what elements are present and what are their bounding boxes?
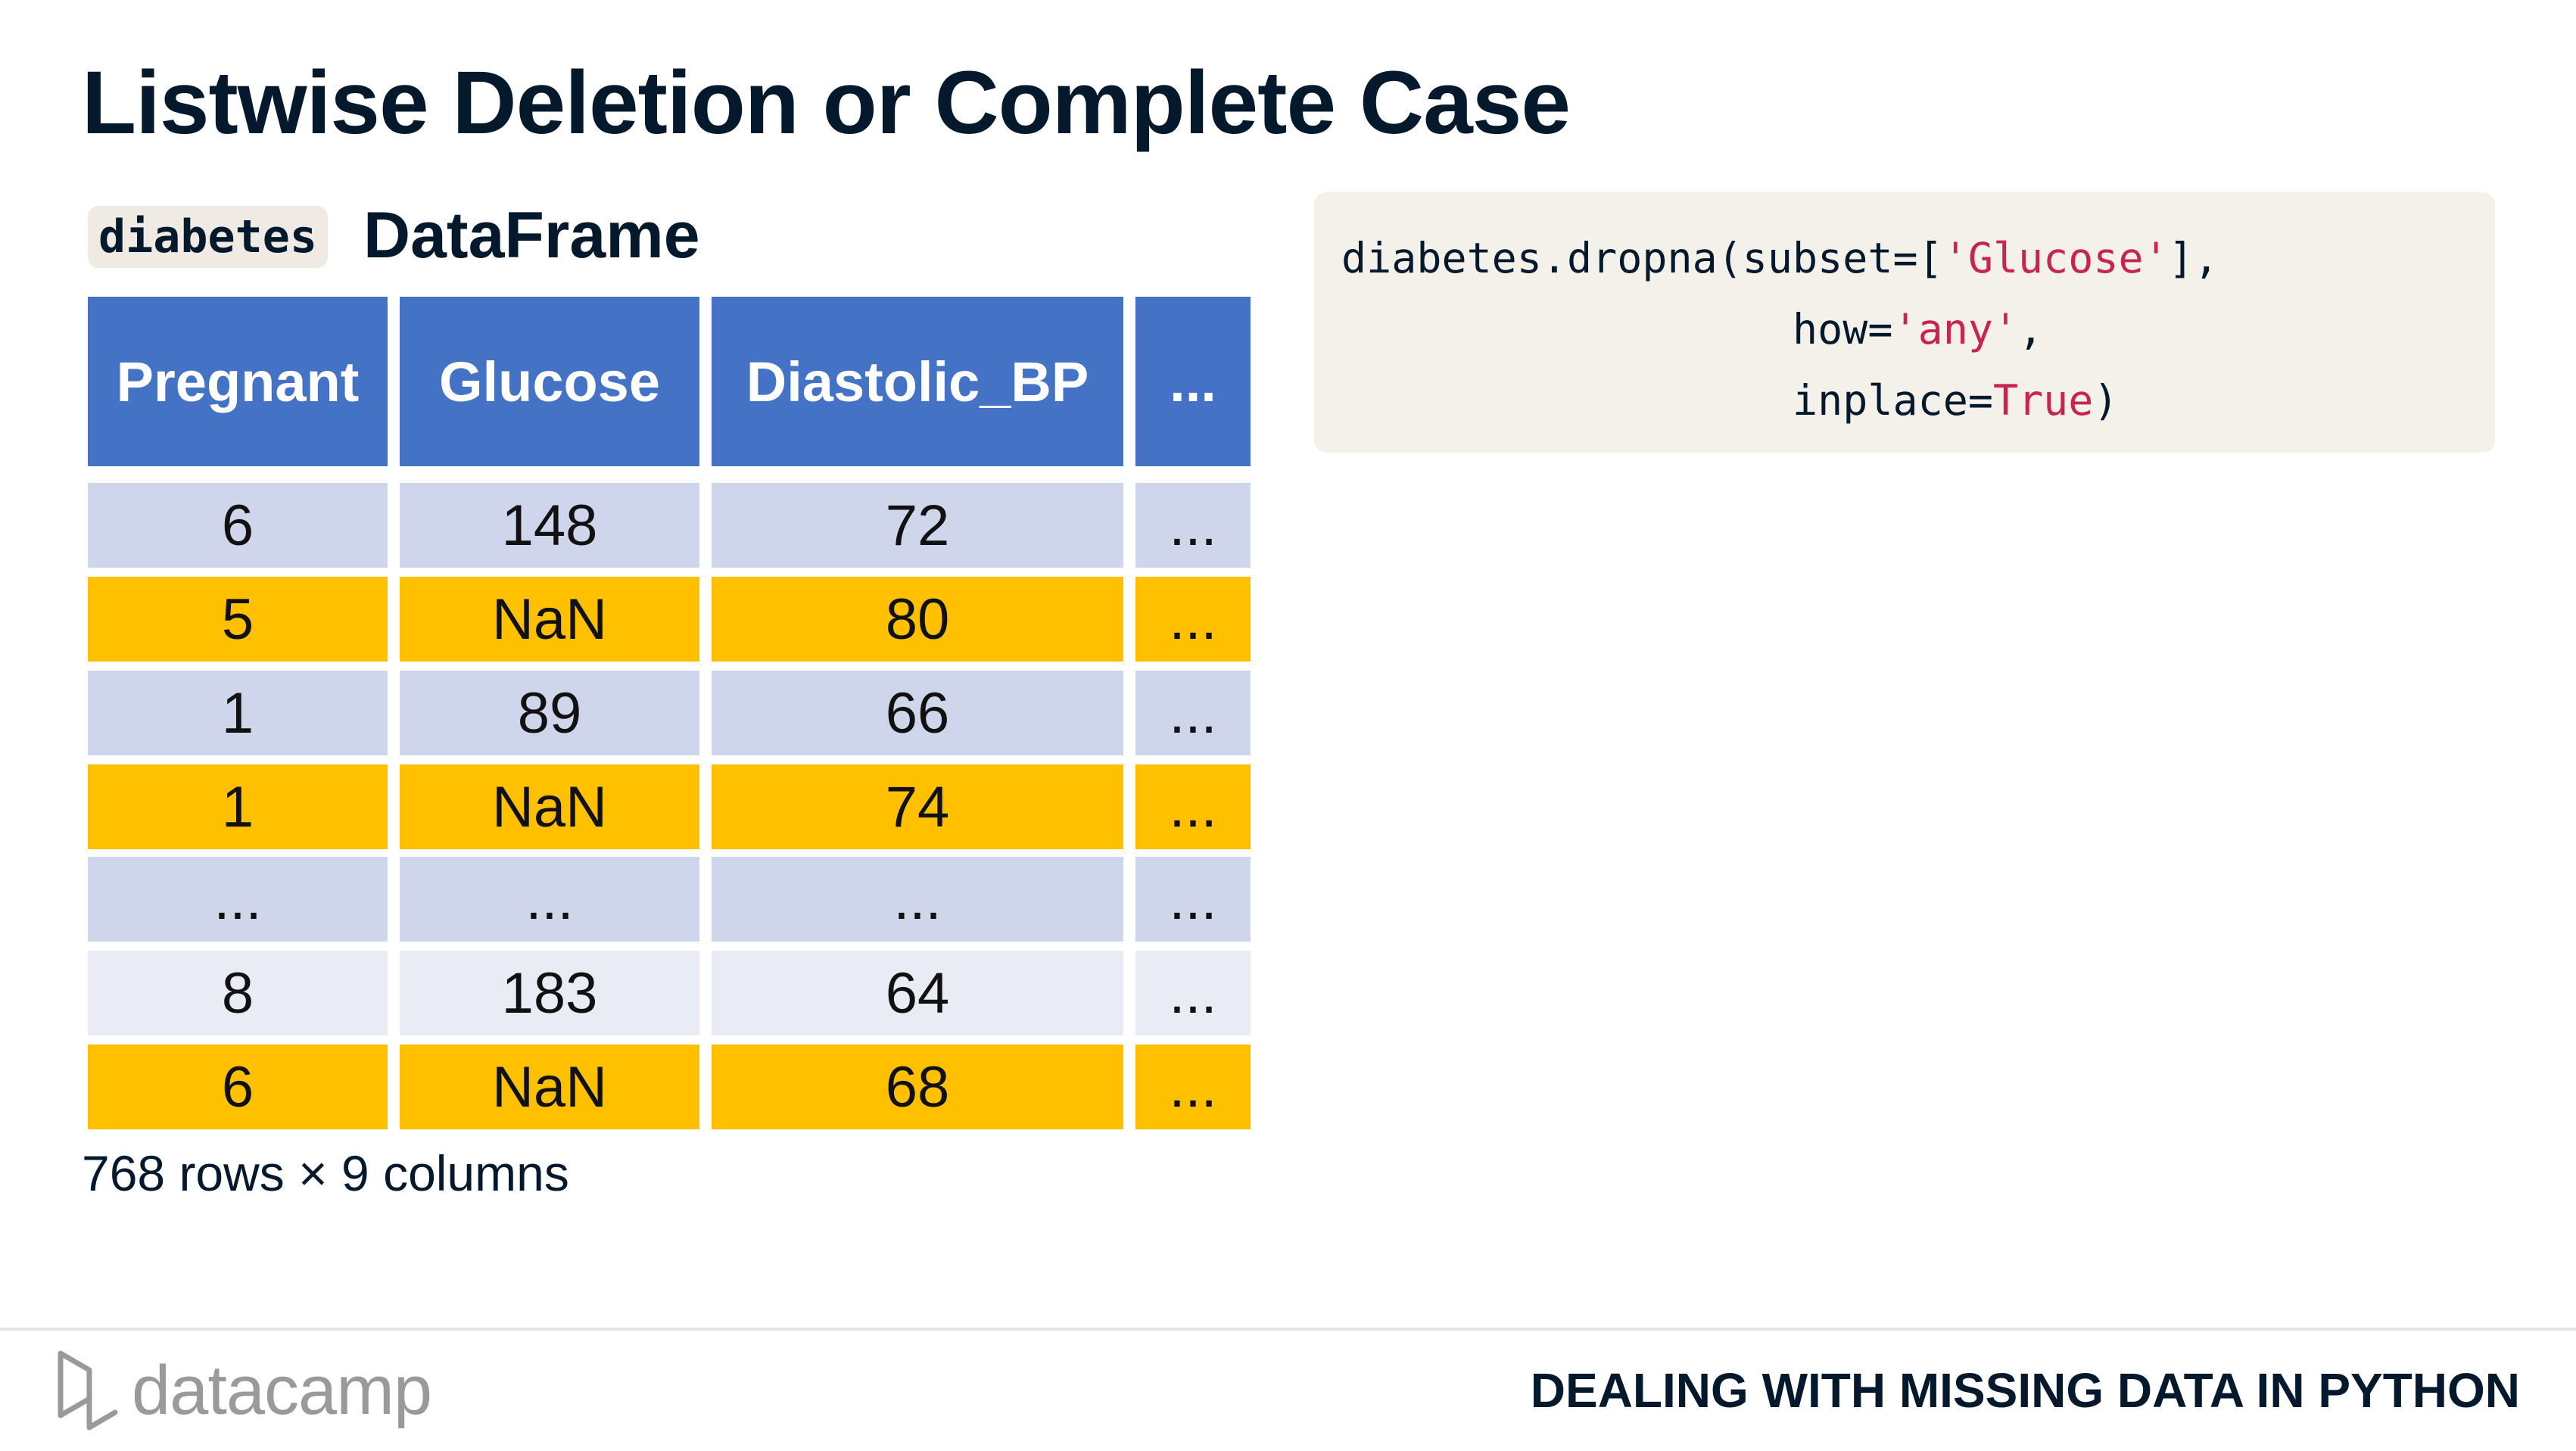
table-cell: 183 [400,951,699,1035]
table-cell: ... [1135,577,1251,662]
table-cell: NaN [400,1045,699,1129]
table-cell: 64 [712,951,1123,1035]
code-line-3: inplace=True) [1793,376,2119,425]
table-cell: ... [1135,857,1251,942]
table-cell: 1 [88,671,388,755]
table-cell: 72 [712,483,1123,568]
table-cell: ... [1135,483,1251,568]
table-cell: NaN [400,764,699,849]
datacamp-logo: datacamp [55,1349,432,1432]
table-cell: 80 [712,577,1123,662]
table-cell: ... [88,857,388,942]
table-shape-caption: 768 rows × 9 columns [82,1145,569,1201]
slide-title: Listwise Deletion or Complete Case [82,53,1571,153]
table-cell: 1 [88,764,388,849]
table-cell: 66 [712,671,1123,755]
table-cell: ... [1135,764,1251,849]
table-cell: ... [712,857,1123,942]
column-header: Pregnant [88,297,388,466]
table-cell: 68 [712,1045,1123,1129]
code-line-2: how='any', [1793,305,2044,353]
table-cell: ... [1135,951,1251,1035]
table-cell: ... [400,857,699,942]
table-cell: 89 [400,671,699,755]
column-header: Glucose [400,297,699,466]
dataframe-label: DataFrame [363,199,700,272]
table-cell: 8 [88,951,388,1035]
column-header: ... [1135,297,1251,466]
table-cell: 74 [712,764,1123,849]
table-cell: 148 [400,483,699,568]
table-cell: ... [1135,671,1251,755]
table-cell: 5 [88,577,388,662]
table-cell: ... [1135,1045,1251,1129]
table-cell: 6 [88,1045,388,1129]
table-cell: NaN [400,577,699,662]
dataframe-name-code: diabetes [88,206,328,268]
datacamp-logo-text: datacamp [132,1351,432,1429]
column-header: Diastolic_BP [712,297,1123,466]
datacamp-logo-icon [58,1350,118,1431]
code-line-1: diabetes.dropna(subset=['Glucose'], [1341,234,2219,282]
course-title: DEALING WITH MISSING DATA IN PYTHON [1530,1363,2520,1418]
code-block: diabetes.dropna(subset=['Glucose'], how=… [1314,192,2495,453]
footer-divider [0,1328,2576,1331]
table-cell: 6 [88,483,388,568]
